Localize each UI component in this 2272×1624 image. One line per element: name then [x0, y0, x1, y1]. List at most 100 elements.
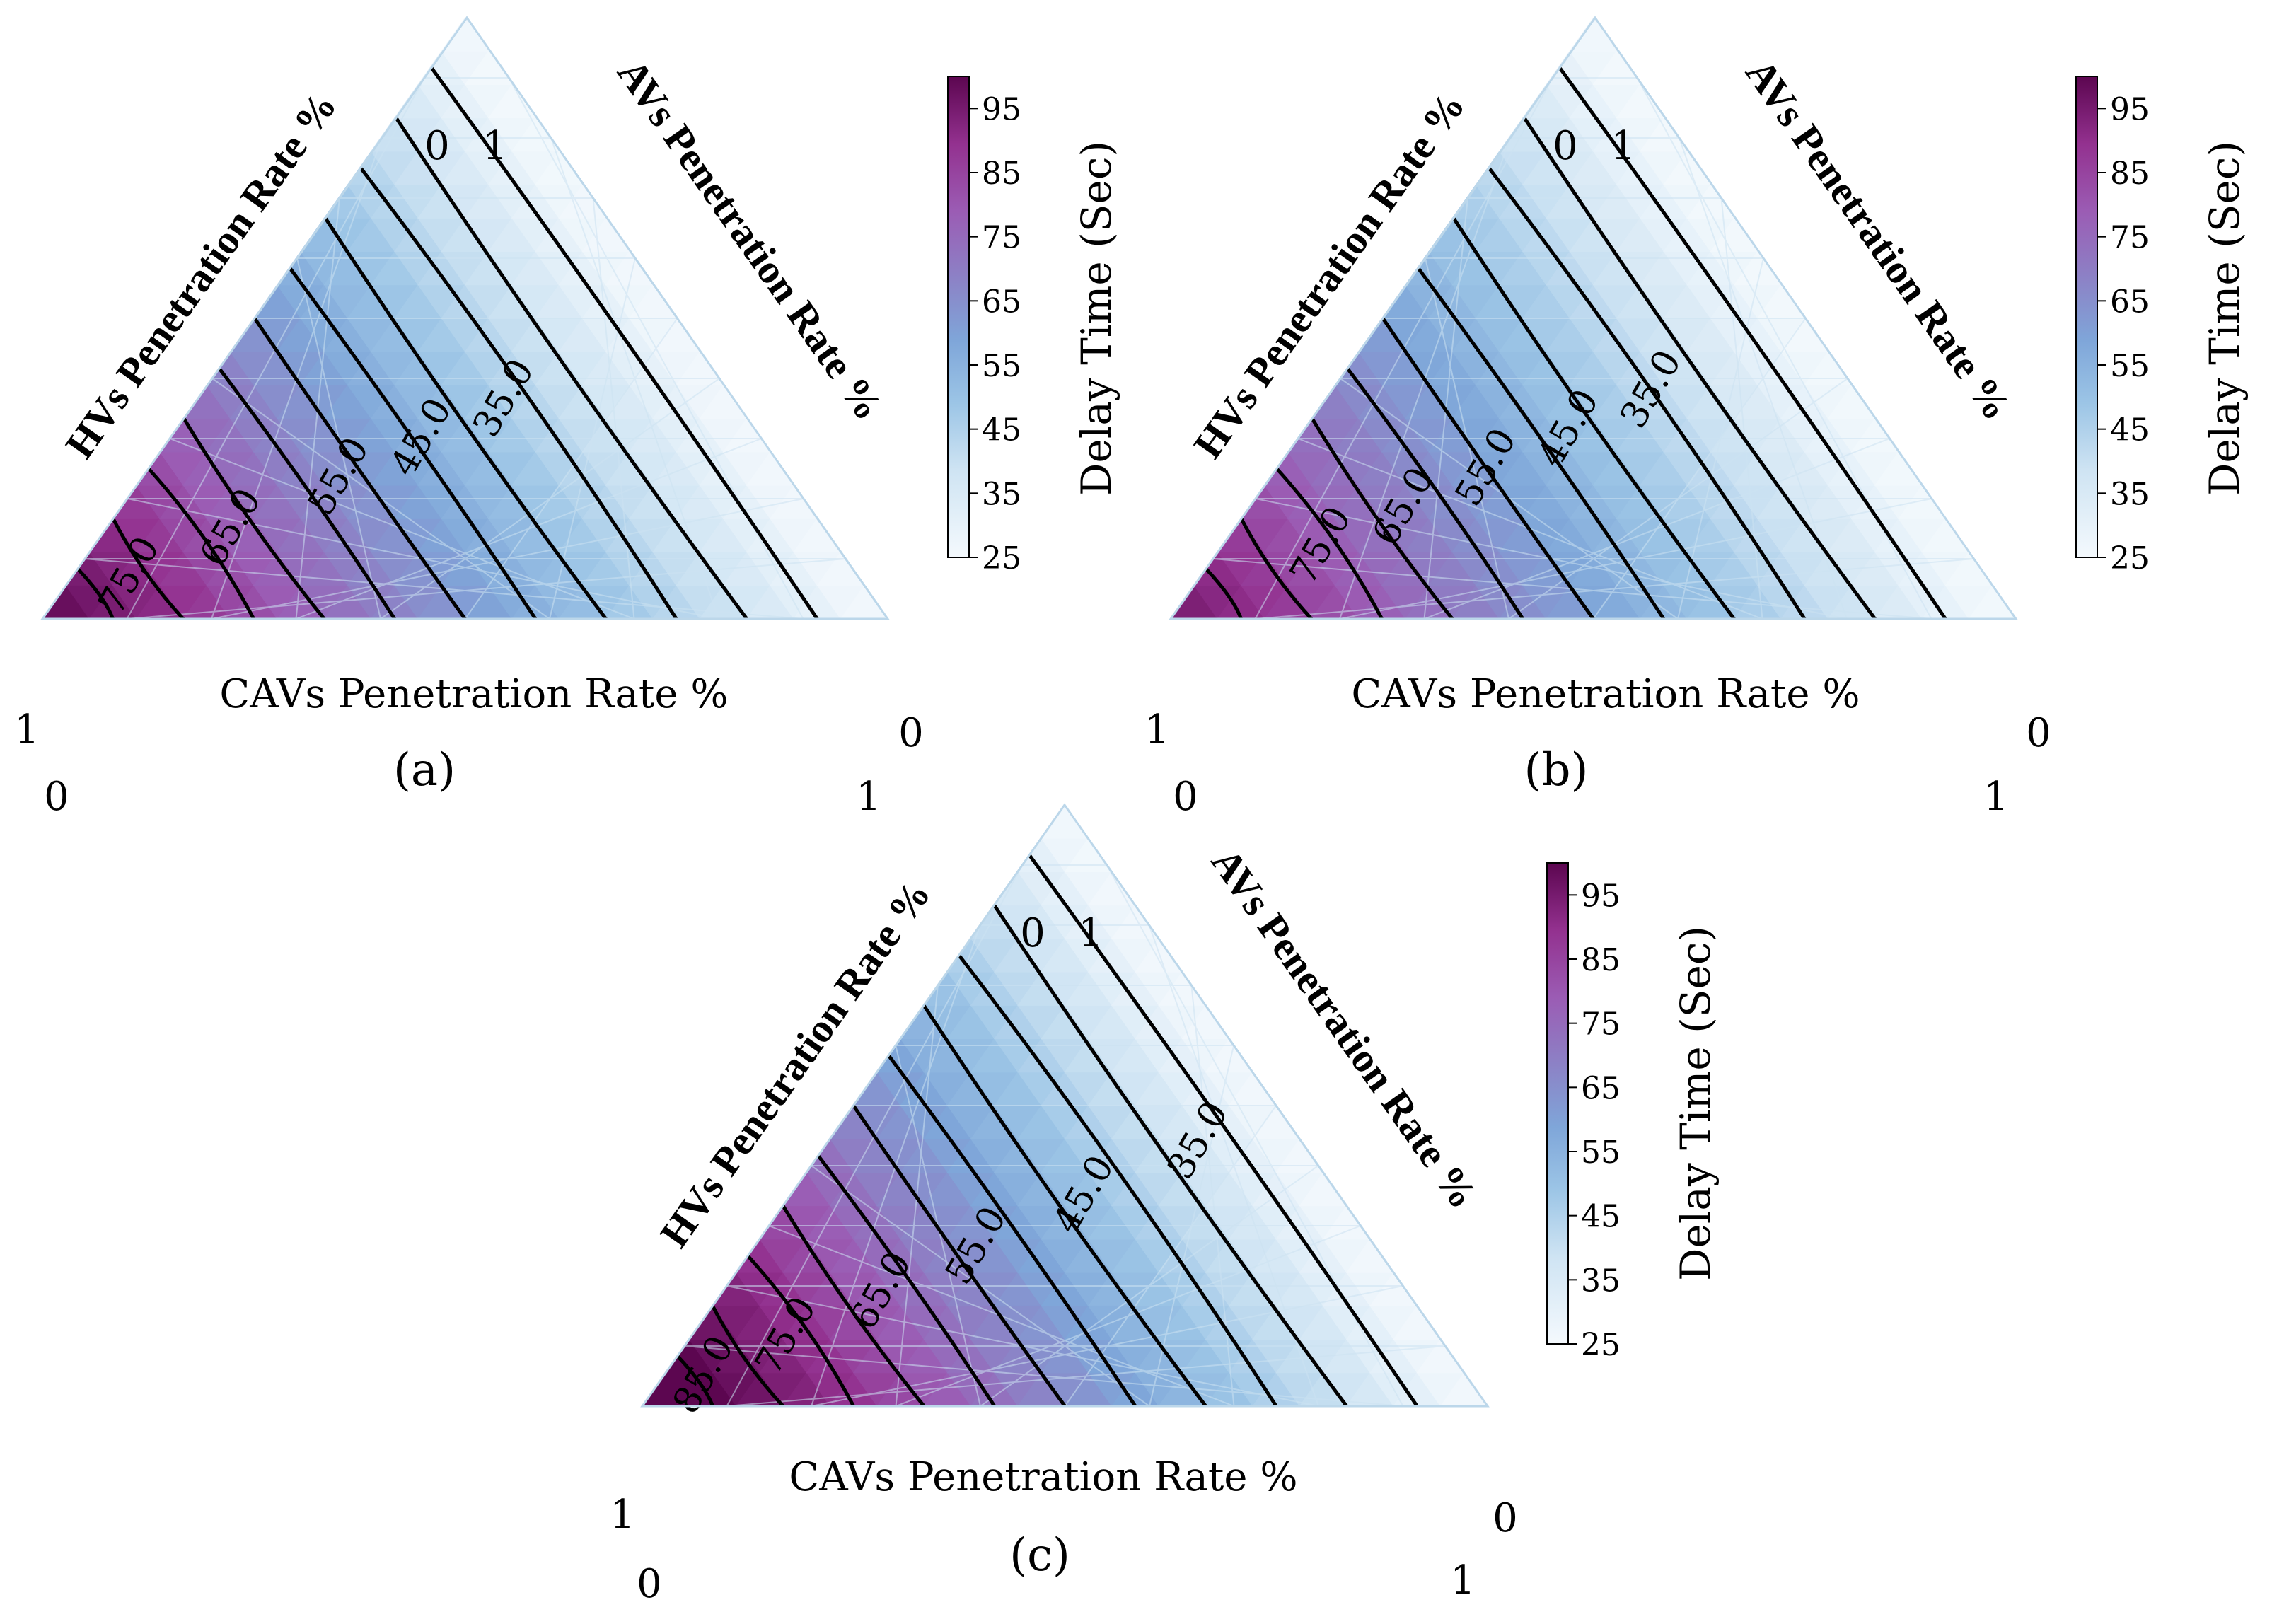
contour-line [957, 953, 1278, 1408]
colorbar-tick-label: 85 [2110, 156, 2150, 192]
grid-line [1677, 257, 1764, 620]
colorbar-tick-label: 55 [2110, 348, 2150, 384]
corner-tick-bottom-left-outer: 1 [610, 1492, 635, 1538]
contour-line [1451, 216, 1736, 620]
contour-line [1416, 267, 1666, 620]
corner-tick-top-left: 0 [424, 123, 450, 169]
ternary-outline [40, 16, 890, 620]
corner-tick-top-left: 0 [1020, 910, 1045, 956]
contour-line [781, 1205, 926, 1408]
colorbar-gradient [1546, 862, 1569, 1345]
corner-tick-bottom-right-outer: 0 [898, 710, 924, 756]
contour-line [1381, 317, 1595, 620]
heatmap-cell [441, 17, 489, 52]
colorbar-tick-label: 35 [1581, 1263, 1621, 1299]
contour-lines [1205, 66, 1947, 620]
corner-tick-top-right: 1 [1078, 910, 1103, 956]
ternary-outline [640, 803, 1490, 1408]
colorbar-tick-label: 75 [982, 220, 1021, 256]
contour-line [1558, 66, 1947, 620]
ternary-outline [1169, 16, 2018, 620]
colorbar-tick-label: 45 [2110, 412, 2150, 448]
contour-lines [676, 854, 1419, 1408]
colorbar-tick-label: 75 [2110, 220, 2150, 256]
panel-label: (c) [1009, 1529, 1070, 1582]
corner-tick-top-right: 1 [482, 123, 508, 169]
colorbar-tick-label: 35 [2110, 476, 2150, 512]
contour-line [76, 567, 115, 620]
contour-line [429, 66, 819, 620]
colorbar-tick-label: 55 [982, 348, 1021, 384]
contour-line [323, 216, 608, 620]
heatmap-cell [1592, 50, 1641, 85]
heatmap-cell [1569, 17, 1618, 52]
contour-line [253, 317, 467, 620]
contour-line [1239, 518, 1314, 620]
heatmap-cell [535, 151, 584, 185]
colorbar: 25 35 45 55 65 75 85 95 Delay Time (Sec) [2075, 76, 2249, 576]
colorbar-tick-label: 35 [982, 476, 1021, 512]
corner-tick-bottom-right-inner: 1 [1983, 774, 2009, 820]
corner-tick-bottom-left-outer: 1 [14, 707, 40, 753]
colorbar-label: Delay Time (Sec) [1671, 926, 1720, 1281]
contour-line [1488, 166, 1807, 620]
bottom-axis-label: CAVs Penetration Rate % [1351, 671, 1860, 717]
corner-tick-bottom-left-outer: 1 [1144, 707, 1170, 753]
grid-line [592, 197, 635, 620]
colorbar-tick-label: 75 [1581, 1007, 1621, 1043]
contour-line [711, 1305, 785, 1408]
contour-line [992, 904, 1348, 1408]
heatmap-cell [511, 117, 560, 152]
grid-line [1679, 137, 1848, 620]
colorbar-label: Delay Time (Sec) [1072, 141, 1120, 496]
corner-tick-top-right: 1 [1611, 123, 1636, 169]
corner-tick-bottom-left-inner: 0 [1173, 774, 1198, 820]
contour-line [359, 166, 678, 620]
colorbar-gradient [2075, 76, 2098, 558]
contour-line [111, 518, 185, 620]
heatmap-cells [642, 804, 1488, 1407]
colorbar-gradient [947, 76, 970, 558]
contour-line [147, 467, 255, 620]
colorbar-tick-label: 85 [982, 156, 1021, 192]
contour-line [1028, 854, 1419, 1408]
colorbar-tick-label: 65 [982, 284, 1021, 320]
heatmap-cell [487, 83, 537, 119]
heatmap-cell [1041, 804, 1089, 839]
contour-line [1522, 117, 1877, 620]
colorbar-tick-label: 25 [982, 540, 1021, 576]
heatmap-cell [1616, 83, 1665, 119]
colorbar-tick-label: 85 [1581, 942, 1621, 978]
colorbar-tick-label: 95 [2110, 91, 2150, 127]
colorbar-tick-label: 65 [1581, 1070, 1621, 1106]
grid-line [1148, 924, 1319, 1407]
contour-line [288, 267, 538, 620]
contour-line [746, 1254, 855, 1408]
grid-line [1720, 197, 1763, 620]
contour-lines [76, 66, 819, 620]
heatmap-cell [1639, 117, 1688, 152]
colorbar-tick-label: 25 [2110, 540, 2150, 576]
colorbar-tick-label: 45 [982, 412, 1021, 448]
contour-line [816, 1154, 997, 1408]
contour-line [1346, 367, 1525, 620]
grid-line [1149, 1045, 1235, 1407]
bottom-axis-label: CAVs Penetration Rate % [219, 671, 728, 717]
heatmap-cell [464, 50, 513, 85]
colorbar-tick-label: 25 [1581, 1327, 1621, 1363]
contour-line [676, 1355, 714, 1407]
panel-label: (a) [393, 744, 456, 796]
colorbar: 25 35 45 55 65 75 85 95 Delay Time (Sec) [947, 76, 1120, 576]
corner-tick-bottom-right-outer: 0 [2026, 710, 2051, 756]
corner-tick-bottom-right-inner: 1 [856, 774, 881, 820]
grid-line [549, 257, 636, 620]
contour-line [218, 367, 397, 620]
bottom-axis-label: CAVs Penetration Rate % [789, 1454, 1297, 1500]
corner-tick-bottom-left-inner: 0 [44, 774, 69, 820]
colorbar-tick-label: 95 [982, 91, 1021, 127]
heatmap-cell [1663, 151, 1712, 185]
colorbar-tick-label: 55 [1581, 1135, 1621, 1171]
